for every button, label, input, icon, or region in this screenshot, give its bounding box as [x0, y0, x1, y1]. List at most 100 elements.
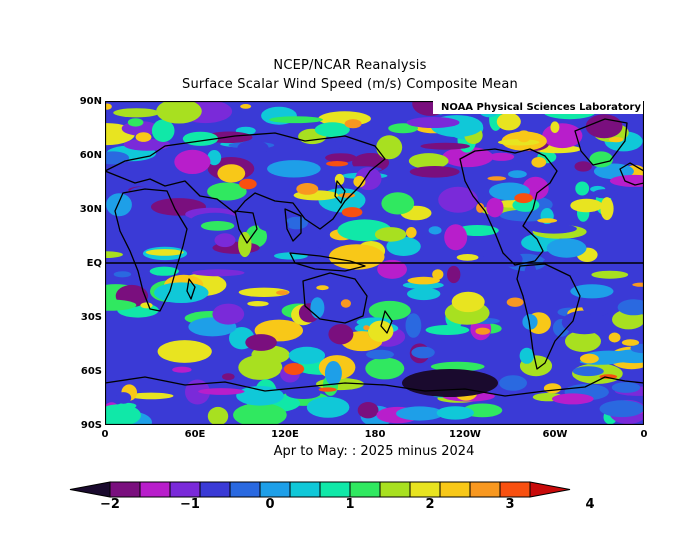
- contour-peak: [487, 176, 507, 181]
- contour-blob: [222, 373, 235, 381]
- contour-blob: [149, 266, 179, 276]
- contour-blob: [191, 269, 245, 277]
- contour-peak: [240, 104, 252, 109]
- colorbar-label-1: 1: [345, 497, 355, 512]
- contour-peak: [550, 121, 560, 133]
- contour-blob: [499, 375, 527, 391]
- contour-blob: [609, 174, 644, 187]
- contour-blob: [376, 135, 403, 160]
- lat-label-90s: 90S: [80, 420, 102, 431]
- contour-blob: [585, 114, 623, 139]
- colorbar-arrow-left: [69, 481, 111, 498]
- contour-peak: [537, 218, 558, 223]
- contour-blob: [200, 221, 235, 231]
- colorbar-segment: [349, 481, 381, 498]
- contour-blob: [531, 157, 547, 168]
- contour-blob: [591, 270, 629, 279]
- contour-blob: [357, 402, 379, 419]
- contour-blob: [409, 166, 460, 178]
- contour-peak: [344, 119, 362, 129]
- credit-label: NOAA Physical Sciences Laboratory: [433, 101, 643, 114]
- contour-peak: [363, 325, 370, 331]
- colorbar-label-3: 3: [505, 497, 515, 512]
- contour-blob: [428, 226, 442, 235]
- contour-blob: [617, 299, 644, 316]
- contour-blob: [582, 296, 614, 316]
- contour-blob: [238, 354, 283, 380]
- contour-blob: [530, 223, 577, 234]
- colorbar-label-0: 0: [265, 497, 275, 512]
- colorbar-segment: [139, 481, 171, 498]
- colorbar-segment: [259, 481, 291, 498]
- contour-blob: [486, 197, 504, 218]
- contour-peak: [296, 183, 319, 195]
- contour-blob: [324, 361, 342, 386]
- contour-blob: [157, 340, 212, 363]
- lon-label-0: 0: [101, 429, 109, 440]
- contour-peak: [353, 175, 366, 188]
- contour-blob: [368, 300, 411, 321]
- contour-blob: [407, 287, 441, 301]
- contour-blob: [438, 186, 478, 213]
- contour-blob: [407, 276, 440, 285]
- contour-blob: [406, 117, 460, 128]
- contour-blob: [314, 122, 350, 138]
- contour-blob: [430, 361, 485, 372]
- wind-speed-map: [104, 100, 645, 426]
- contour-blob: [217, 164, 246, 183]
- contour-blob: [105, 251, 123, 258]
- contour-blob: [589, 151, 613, 168]
- contour-blob: [522, 314, 538, 330]
- contour-blob: [542, 256, 585, 268]
- contour-blob: [519, 347, 534, 364]
- contour-peak: [516, 130, 531, 143]
- contour-peak: [632, 282, 644, 287]
- colorbar-segment: [499, 481, 531, 498]
- colorbar-label-neg1: −1: [180, 497, 200, 512]
- contour-blob: [420, 142, 470, 150]
- contour-blob: [524, 262, 537, 286]
- contour-peak: [476, 202, 485, 213]
- contour-blob: [306, 396, 350, 418]
- contour-blob: [105, 151, 130, 165]
- contour-blob: [285, 216, 308, 230]
- contour-blob: [286, 388, 321, 400]
- contour-peak: [456, 254, 479, 261]
- contour-blob: [172, 366, 192, 373]
- contour-peak: [105, 103, 112, 110]
- contour-blob: [113, 271, 132, 278]
- lon-label-60w: 60W: [542, 429, 568, 440]
- contour-blob: [365, 357, 405, 380]
- contour-peak: [432, 269, 444, 280]
- contour-peak: [608, 137, 624, 143]
- contour-blob: [570, 198, 603, 213]
- contour-blob: [145, 249, 184, 256]
- contour-blob: [185, 379, 210, 405]
- contour-blob: [237, 140, 269, 156]
- contour-blob: [388, 123, 418, 134]
- colorbar-label-4: 4: [585, 497, 595, 512]
- contour-peak: [318, 387, 337, 392]
- contour-blob: [198, 388, 245, 395]
- lon-label-120w: 120W: [449, 429, 481, 440]
- contour-peak: [580, 353, 599, 364]
- colorbar-segment: [379, 481, 411, 498]
- coastlines: [105, 118, 644, 397]
- contour-peak: [283, 363, 305, 375]
- contour-blob: [411, 346, 435, 359]
- contour-blob: [105, 404, 141, 425]
- contour-blob: [546, 238, 587, 258]
- contour-blob: [574, 161, 592, 172]
- contour-blob: [332, 138, 382, 151]
- contour-peak: [506, 297, 524, 307]
- contour-blob: [436, 406, 474, 420]
- map-title: NCEP/NCAR Reanalysis: [273, 58, 427, 73]
- colorbar-segment: [319, 481, 351, 498]
- contour-peak: [239, 178, 257, 190]
- colorbar: [69, 481, 571, 498]
- contour-peak: [514, 193, 533, 204]
- contour-blob: [207, 406, 229, 425]
- colorbar-label-2: 2: [425, 497, 435, 512]
- period-label: Apr to May: : 2025 minus 2024: [273, 444, 475, 459]
- contour-blob: [600, 197, 614, 221]
